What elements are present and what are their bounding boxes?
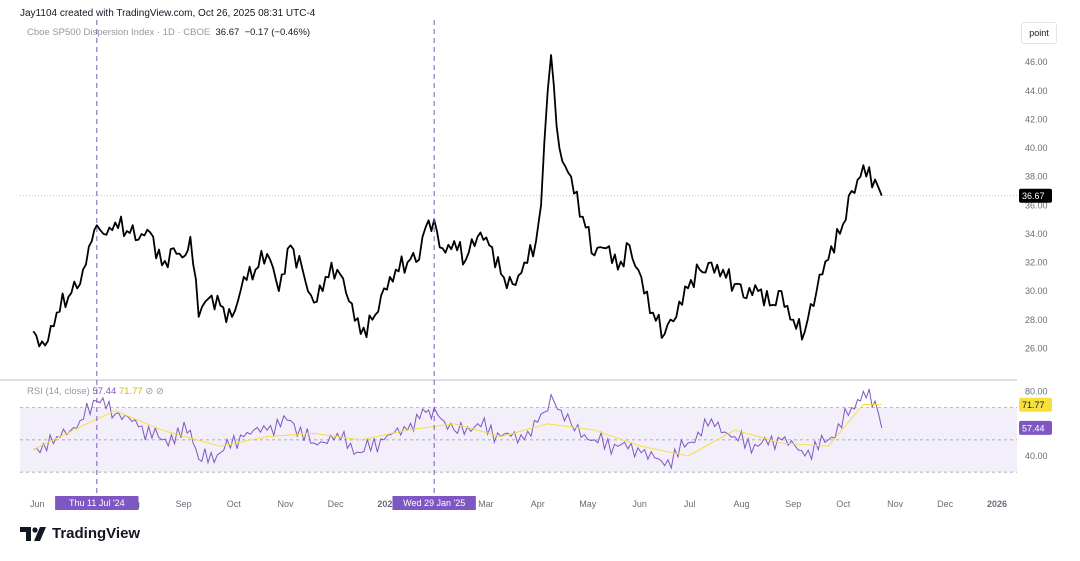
rsi-ma-legend-value: 71.77 [118,386,143,397]
price-axis-tick-7: 40.00 [1025,143,1048,153]
price-axis-tick-0: 26.00 [1025,343,1048,353]
price-axis-tick-10: 46.00 [1025,57,1048,67]
price-series-line [32,54,883,348]
x-axis-tick-2: Sep [176,499,192,509]
x-axis-tick-5: Dec [328,499,345,509]
rsi-flag-icons: ⊘ ⊘ [145,386,164,397]
crosshair-date-box-0 [55,496,139,510]
x-axis-tick-15: Nov [887,499,904,509]
crosshair-date-box-1 [392,496,476,510]
rsi-ma-badge: 71.77 [1019,397,1052,412]
rsi-ma-badge-text: 71.77 [1022,400,1045,410]
price-pane-legend: Cboe SP500 Dispersion Index · 1D · CBOE … [27,27,310,38]
x-axis-tick-10: Jun [632,499,647,509]
x-axis-tick-7: Mar [478,499,494,509]
x-axis-tick-4: Nov [278,499,295,509]
x-axis-tick-14: Oct [836,499,851,509]
price-axis-tick-9: 44.00 [1025,86,1048,96]
crosshair-date-label-1: Wed 29 Jan '25 [403,498,465,508]
tradingview-logo: TradingView [20,525,140,542]
last-value: 36.67 [215,27,240,38]
chart-credit: Jay1104 created with TradingView.com, Oc… [20,8,316,19]
rsi-value-badge-text: 57.44 [1022,423,1045,433]
rsi-value-badge: 57.44 [1019,420,1052,435]
rsi-band-background [20,407,1017,473]
rsi-legend: RSI (14, close) 57.44 71.77 ⊘ ⊘ [27,386,164,397]
x-axis-tick-8: Apr [531,499,545,509]
symbol-title: Cboe SP500 Dispersion Index · 1D · CBOE [27,27,211,38]
x-axis-tick-16: Dec [937,499,954,509]
x-axis-tick-13: Sep [785,499,801,509]
rsi-ma-line [33,403,882,457]
rsi-name: RSI (14, close) [27,386,90,397]
tradingview-logo-icon [20,526,46,541]
scale-mode-button[interactable]: point [1021,22,1057,44]
x-axis-tick-3: Oct [227,499,242,509]
rsi-axis-tick-1: 80.00 [1025,386,1048,396]
last-price-badge-text: 36.67 [1022,191,1045,201]
x-axis-tick-0: Jun [30,499,45,509]
price-axis-tick-3: 32.00 [1025,258,1048,268]
rsi-series-line [33,388,883,470]
price-axis-tick-5: 36.00 [1025,200,1048,210]
x-axis-tick-11: Jul [684,499,696,509]
x-axis-tick-1: Aug [124,499,140,509]
last-price-badge-box [1019,188,1052,203]
crosshair-date-label-0: Thu 11 Jul '24 [69,498,125,508]
x-axis-tick-12: Aug [733,499,749,509]
price-axis-tick-8: 42.00 [1025,114,1048,124]
price-axis-tick-6: 38.00 [1025,172,1048,182]
x-axis-tick-9: May [579,499,597,509]
x-axis-tick-6: 2025 [377,499,397,509]
price-axis-tick-4: 34.00 [1025,229,1048,239]
price-change: −0.17 (−0.46%) [244,27,311,38]
rsi-axis-tick-0: 40.00 [1025,451,1048,461]
rsi-value-badge-box [1019,420,1052,435]
x-axis-tick-17: 2026 [987,499,1007,509]
price-axis-tick-1: 28.00 [1025,315,1048,325]
rsi-legend-value: 57.44 [92,386,117,397]
brand-name: TradingView [52,525,141,542]
last-price-badge: 36.67 [1019,188,1052,203]
price-axis-tick-2: 30.00 [1025,286,1048,296]
rsi-ma-badge-box [1019,397,1052,412]
